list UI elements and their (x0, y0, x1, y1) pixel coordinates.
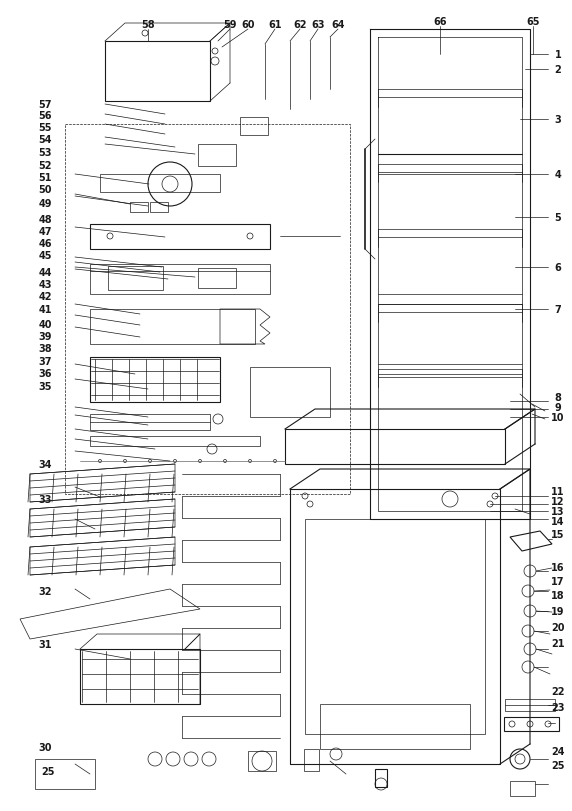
Text: 10: 10 (551, 413, 565, 423)
Bar (198, 145, 236, 167)
Bar (35, 759, 95, 789)
Text: 37: 37 (38, 357, 51, 367)
Text: 24: 24 (551, 746, 565, 756)
Text: 63: 63 (311, 20, 325, 30)
Text: 57: 57 (38, 100, 51, 109)
Text: 45: 45 (38, 251, 51, 260)
Text: 50: 50 (38, 185, 51, 195)
Bar (150, 203, 168, 212)
Text: 40: 40 (38, 320, 51, 329)
Text: 34: 34 (38, 460, 51, 470)
Text: 1: 1 (555, 50, 561, 60)
Text: 2: 2 (555, 65, 561, 75)
Bar (108, 267, 163, 290)
Text: 6: 6 (555, 263, 561, 272)
Bar (105, 42, 210, 102)
Text: 19: 19 (551, 607, 565, 616)
Bar (90, 358, 220, 402)
Bar (250, 367, 330, 418)
Bar (130, 203, 148, 212)
Text: 61: 61 (268, 20, 282, 30)
Text: 64: 64 (331, 20, 345, 30)
Text: 35: 35 (38, 381, 51, 392)
Bar (90, 436, 260, 446)
Text: 36: 36 (38, 368, 51, 379)
Bar (65, 125, 350, 495)
Text: 31: 31 (38, 639, 51, 649)
Text: 51: 51 (38, 173, 51, 182)
Text: 4: 4 (555, 169, 561, 180)
Bar (240, 118, 268, 135)
Text: 33: 33 (38, 495, 51, 504)
Bar (375, 769, 387, 787)
Bar (504, 717, 559, 731)
Text: 42: 42 (38, 292, 51, 302)
Text: 5: 5 (555, 212, 561, 223)
Text: 15: 15 (551, 530, 565, 539)
Text: 20: 20 (551, 622, 565, 633)
Text: 25: 25 (41, 766, 55, 776)
Text: 55: 55 (38, 122, 51, 133)
Text: 53: 53 (38, 148, 51, 158)
Bar (90, 264, 270, 294)
Bar (90, 414, 210, 431)
Bar (510, 781, 535, 796)
Text: 32: 32 (38, 586, 51, 596)
Text: 48: 48 (38, 215, 52, 225)
Text: 59: 59 (223, 20, 237, 30)
Text: 21: 21 (551, 638, 565, 648)
Text: 17: 17 (551, 577, 565, 586)
Text: 8: 8 (555, 393, 562, 402)
Bar (90, 225, 270, 250)
Text: 41: 41 (38, 305, 51, 315)
Text: 54: 54 (38, 135, 51, 145)
Text: 47: 47 (38, 227, 51, 237)
Text: 52: 52 (38, 161, 51, 171)
Bar (248, 751, 276, 771)
Bar (100, 175, 220, 193)
Text: 44: 44 (38, 268, 51, 277)
Text: 13: 13 (551, 506, 565, 517)
Bar (505, 699, 555, 711)
Text: 23: 23 (551, 702, 565, 712)
Text: 25: 25 (551, 760, 565, 770)
Text: 39: 39 (38, 332, 51, 341)
Bar (285, 430, 505, 465)
Bar (304, 749, 319, 771)
Text: 65: 65 (526, 17, 540, 27)
Text: 38: 38 (38, 344, 52, 354)
Text: 56: 56 (38, 111, 51, 121)
Bar (80, 649, 200, 704)
Text: 12: 12 (551, 496, 565, 506)
Text: 22: 22 (551, 686, 565, 696)
Text: 30: 30 (38, 742, 51, 752)
Text: 11: 11 (551, 487, 565, 496)
Bar (320, 704, 470, 749)
Text: 18: 18 (551, 590, 565, 600)
Text: 49: 49 (38, 199, 51, 208)
Text: 62: 62 (293, 20, 307, 30)
Bar (198, 268, 236, 289)
Bar (90, 310, 255, 345)
Text: 16: 16 (551, 562, 565, 573)
Text: 14: 14 (551, 517, 565, 526)
Text: 58: 58 (141, 20, 155, 30)
Text: 66: 66 (433, 17, 447, 27)
Text: 7: 7 (555, 305, 561, 315)
Bar (305, 519, 485, 734)
Text: 46: 46 (38, 238, 51, 249)
Text: 43: 43 (38, 280, 51, 290)
Text: 3: 3 (555, 115, 561, 125)
Text: 60: 60 (241, 20, 255, 30)
Text: 9: 9 (555, 402, 561, 413)
